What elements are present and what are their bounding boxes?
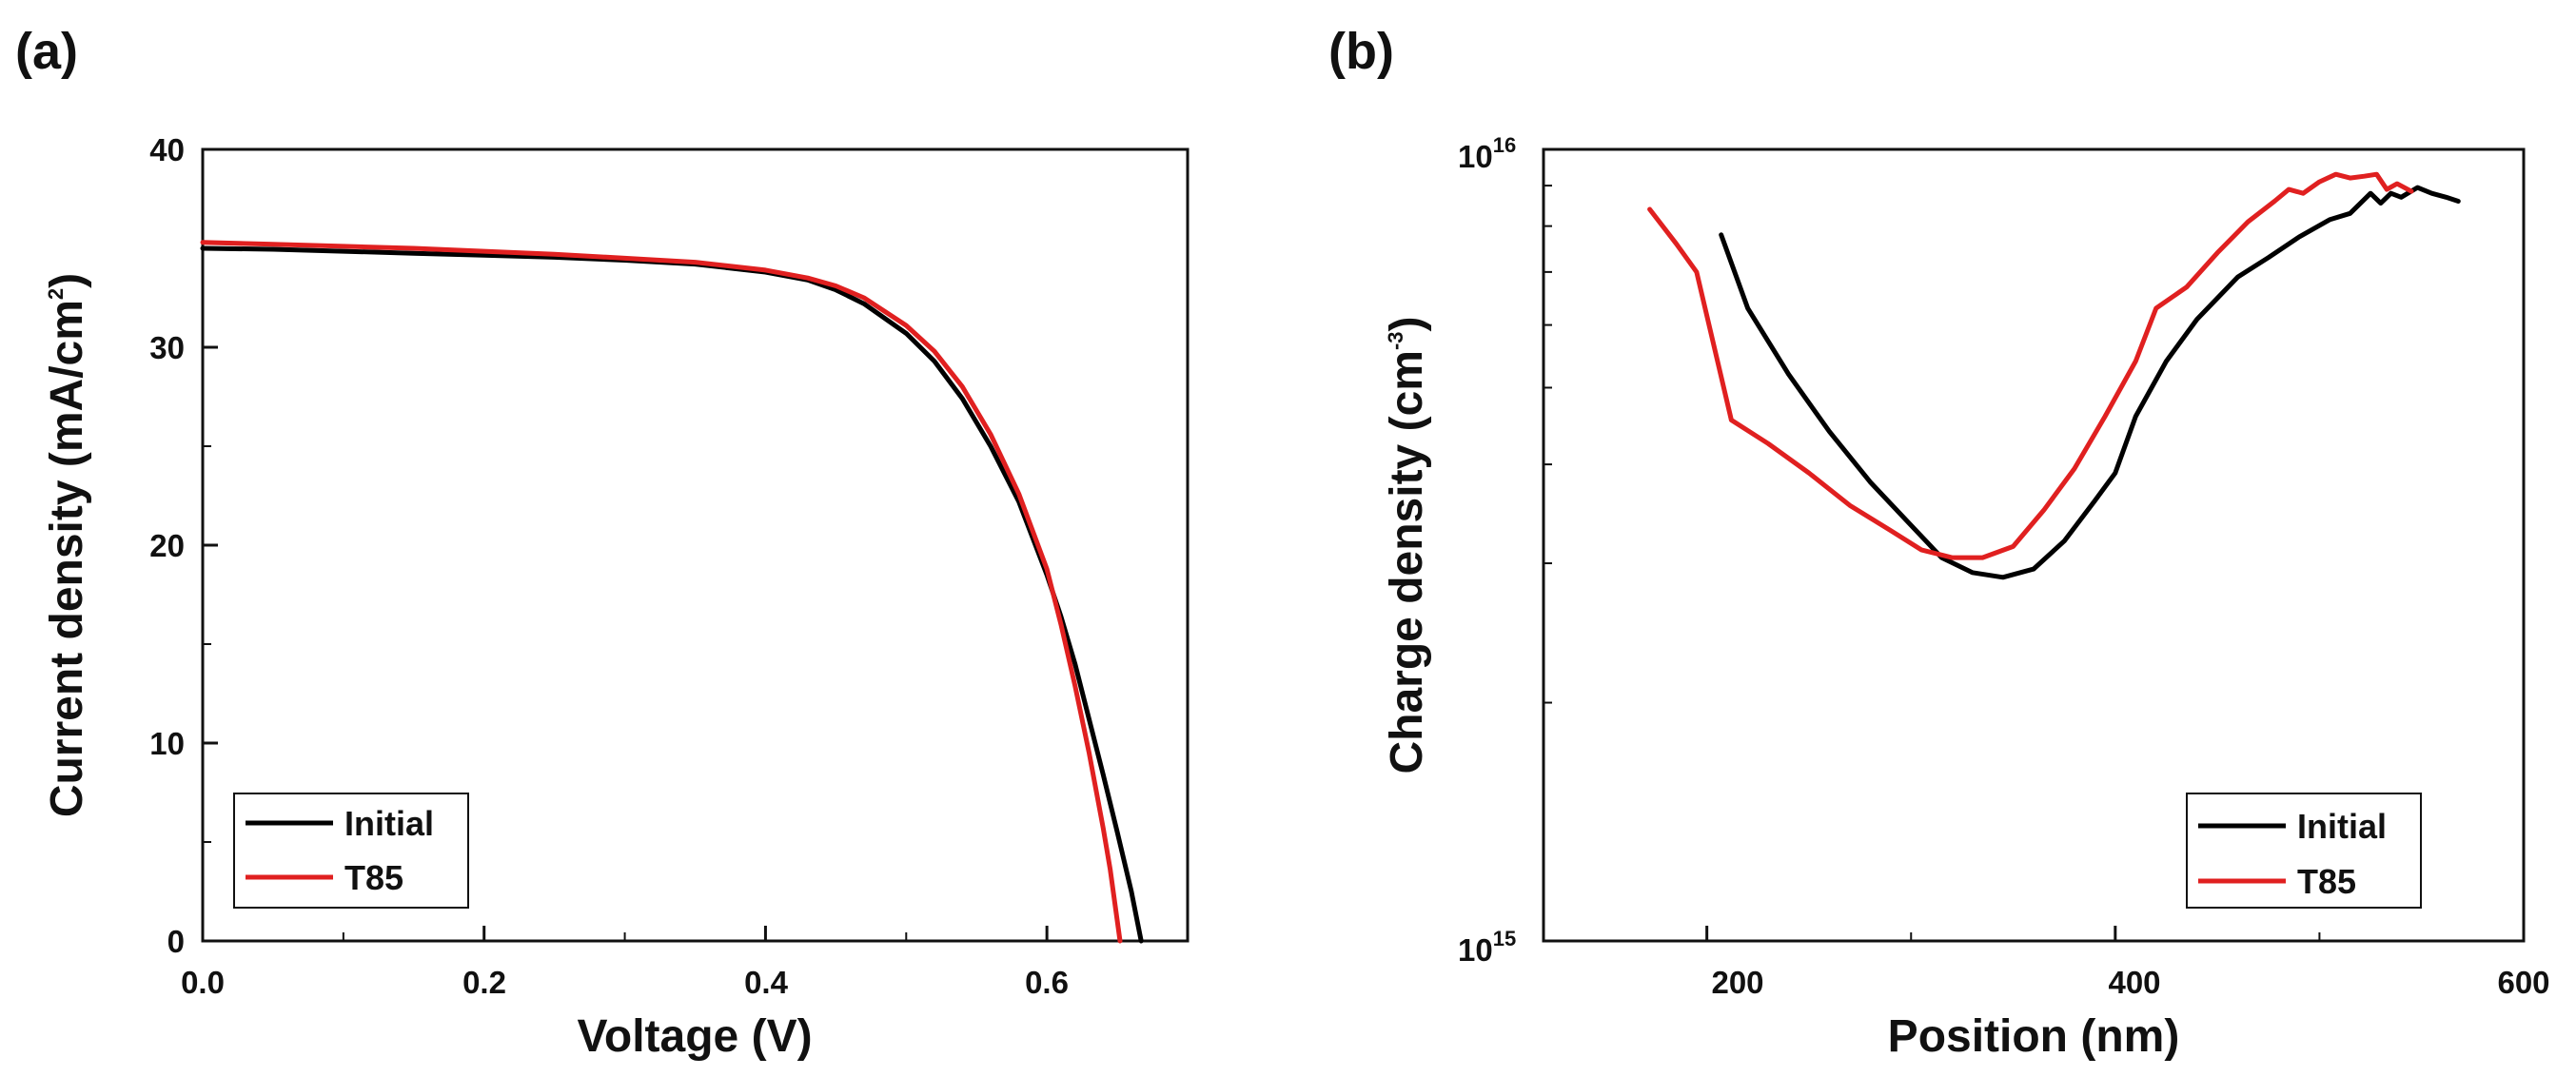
panel-b-y-axis-title-sup: -3 [1384, 331, 1407, 350]
panel-b-legend-label-t85: T85 [2297, 862, 2356, 901]
panel-a-ytick-label-3: 30 [149, 330, 185, 365]
panel-a-y-ticks [203, 147, 218, 943]
panel-a-ytick-label-0: 0 [167, 924, 185, 959]
panel-a-series-initial-line [200, 245, 1144, 944]
panel-b-series-group [1647, 171, 2461, 580]
panel-b-x-axis-title: Position (nm) [1888, 1011, 2180, 1062]
panel-b-y-axis-title: Charge density (cm-3) [1382, 317, 1432, 774]
panel-a-xtick-label-3: 0.6 [1025, 965, 1069, 1000]
panel-a-series-group [200, 240, 1144, 944]
panel-b-ytick-label-0: 1015 [1458, 927, 1516, 968]
panel-b-label: (b) [1328, 23, 1394, 80]
panel-a-y-axis-title-sup: 2 [44, 288, 68, 300]
panel-b-ytick-label-1-exp: 16 [1493, 133, 1516, 157]
panel-b-legend-box [2186, 793, 2422, 909]
panel-b-series-t85-line [1647, 171, 2414, 560]
panel-b-legend-label-initial: Initial [2297, 807, 2387, 846]
panel-b-series-initial-line [1719, 185, 2461, 580]
panel-a-label: (a) [15, 23, 78, 80]
panel-a-ytick-label-1: 10 [149, 726, 185, 761]
panel-a-legend-label-t85: T85 [344, 858, 403, 897]
panel-a-xtick-label-2: 0.4 [744, 965, 789, 1000]
panel-a-y-axis-title-close: ) [42, 273, 92, 288]
panel-b-plot-frame [1542, 147, 2526, 943]
panel-a-ytick-label-2: 20 [149, 528, 185, 563]
panel-b-y-ticks [1544, 185, 1552, 704]
panel-a-x-ticks [201, 926, 1189, 941]
panel-b-xtick-label-0: 200 [1711, 965, 1763, 1000]
panel-a-legend-box [233, 793, 469, 909]
panel-b-y-axis-title-main: Charge density (cm [1382, 350, 1432, 773]
panel-a-y-axis-title: Current density (mA/cm2) [42, 273, 92, 817]
panel-a-x-axis-title: Voltage (V) [577, 1011, 812, 1062]
panel-b-x-ticks [1705, 926, 2526, 941]
panel-a-ytick-label-4: 40 [149, 132, 185, 167]
panel-a-y-axis-title-main: Current density (mA/cm [42, 300, 92, 817]
panel-b-legend: Initial T85 [2186, 793, 2422, 909]
panel-a-xtick-label-1: 0.2 [462, 965, 506, 1000]
panel-a-iv-curve: (a) 0.0 0.2 0.4 0.6 0 10 20 30 40 Voltag… [15, 23, 1190, 1062]
panel-b-ytick-label-1: 1016 [1458, 133, 1516, 174]
panel-b-charge-density: (b) 200 400 600 1015 1016 Position (nm) … [1328, 23, 2550, 1062]
panel-b-xtick-label-1: 400 [2108, 965, 2160, 1000]
panel-a-legend: Initial T85 [233, 793, 469, 909]
panel-b-ytick-label-0-exp: 15 [1493, 927, 1516, 950]
panel-b-ytick-label-0-base: 10 [1458, 932, 1493, 968]
panel-b-ytick-label-1-base: 10 [1458, 139, 1493, 174]
panel-a-legend-label-initial: Initial [344, 804, 434, 843]
panel-a-series-t85-line [200, 240, 1123, 944]
panel-a-xtick-label-0: 0.0 [181, 965, 225, 1000]
panel-b-xtick-label-2: 600 [2497, 965, 2549, 1000]
panel-b-y-axis-title-close: ) [1382, 317, 1432, 332]
